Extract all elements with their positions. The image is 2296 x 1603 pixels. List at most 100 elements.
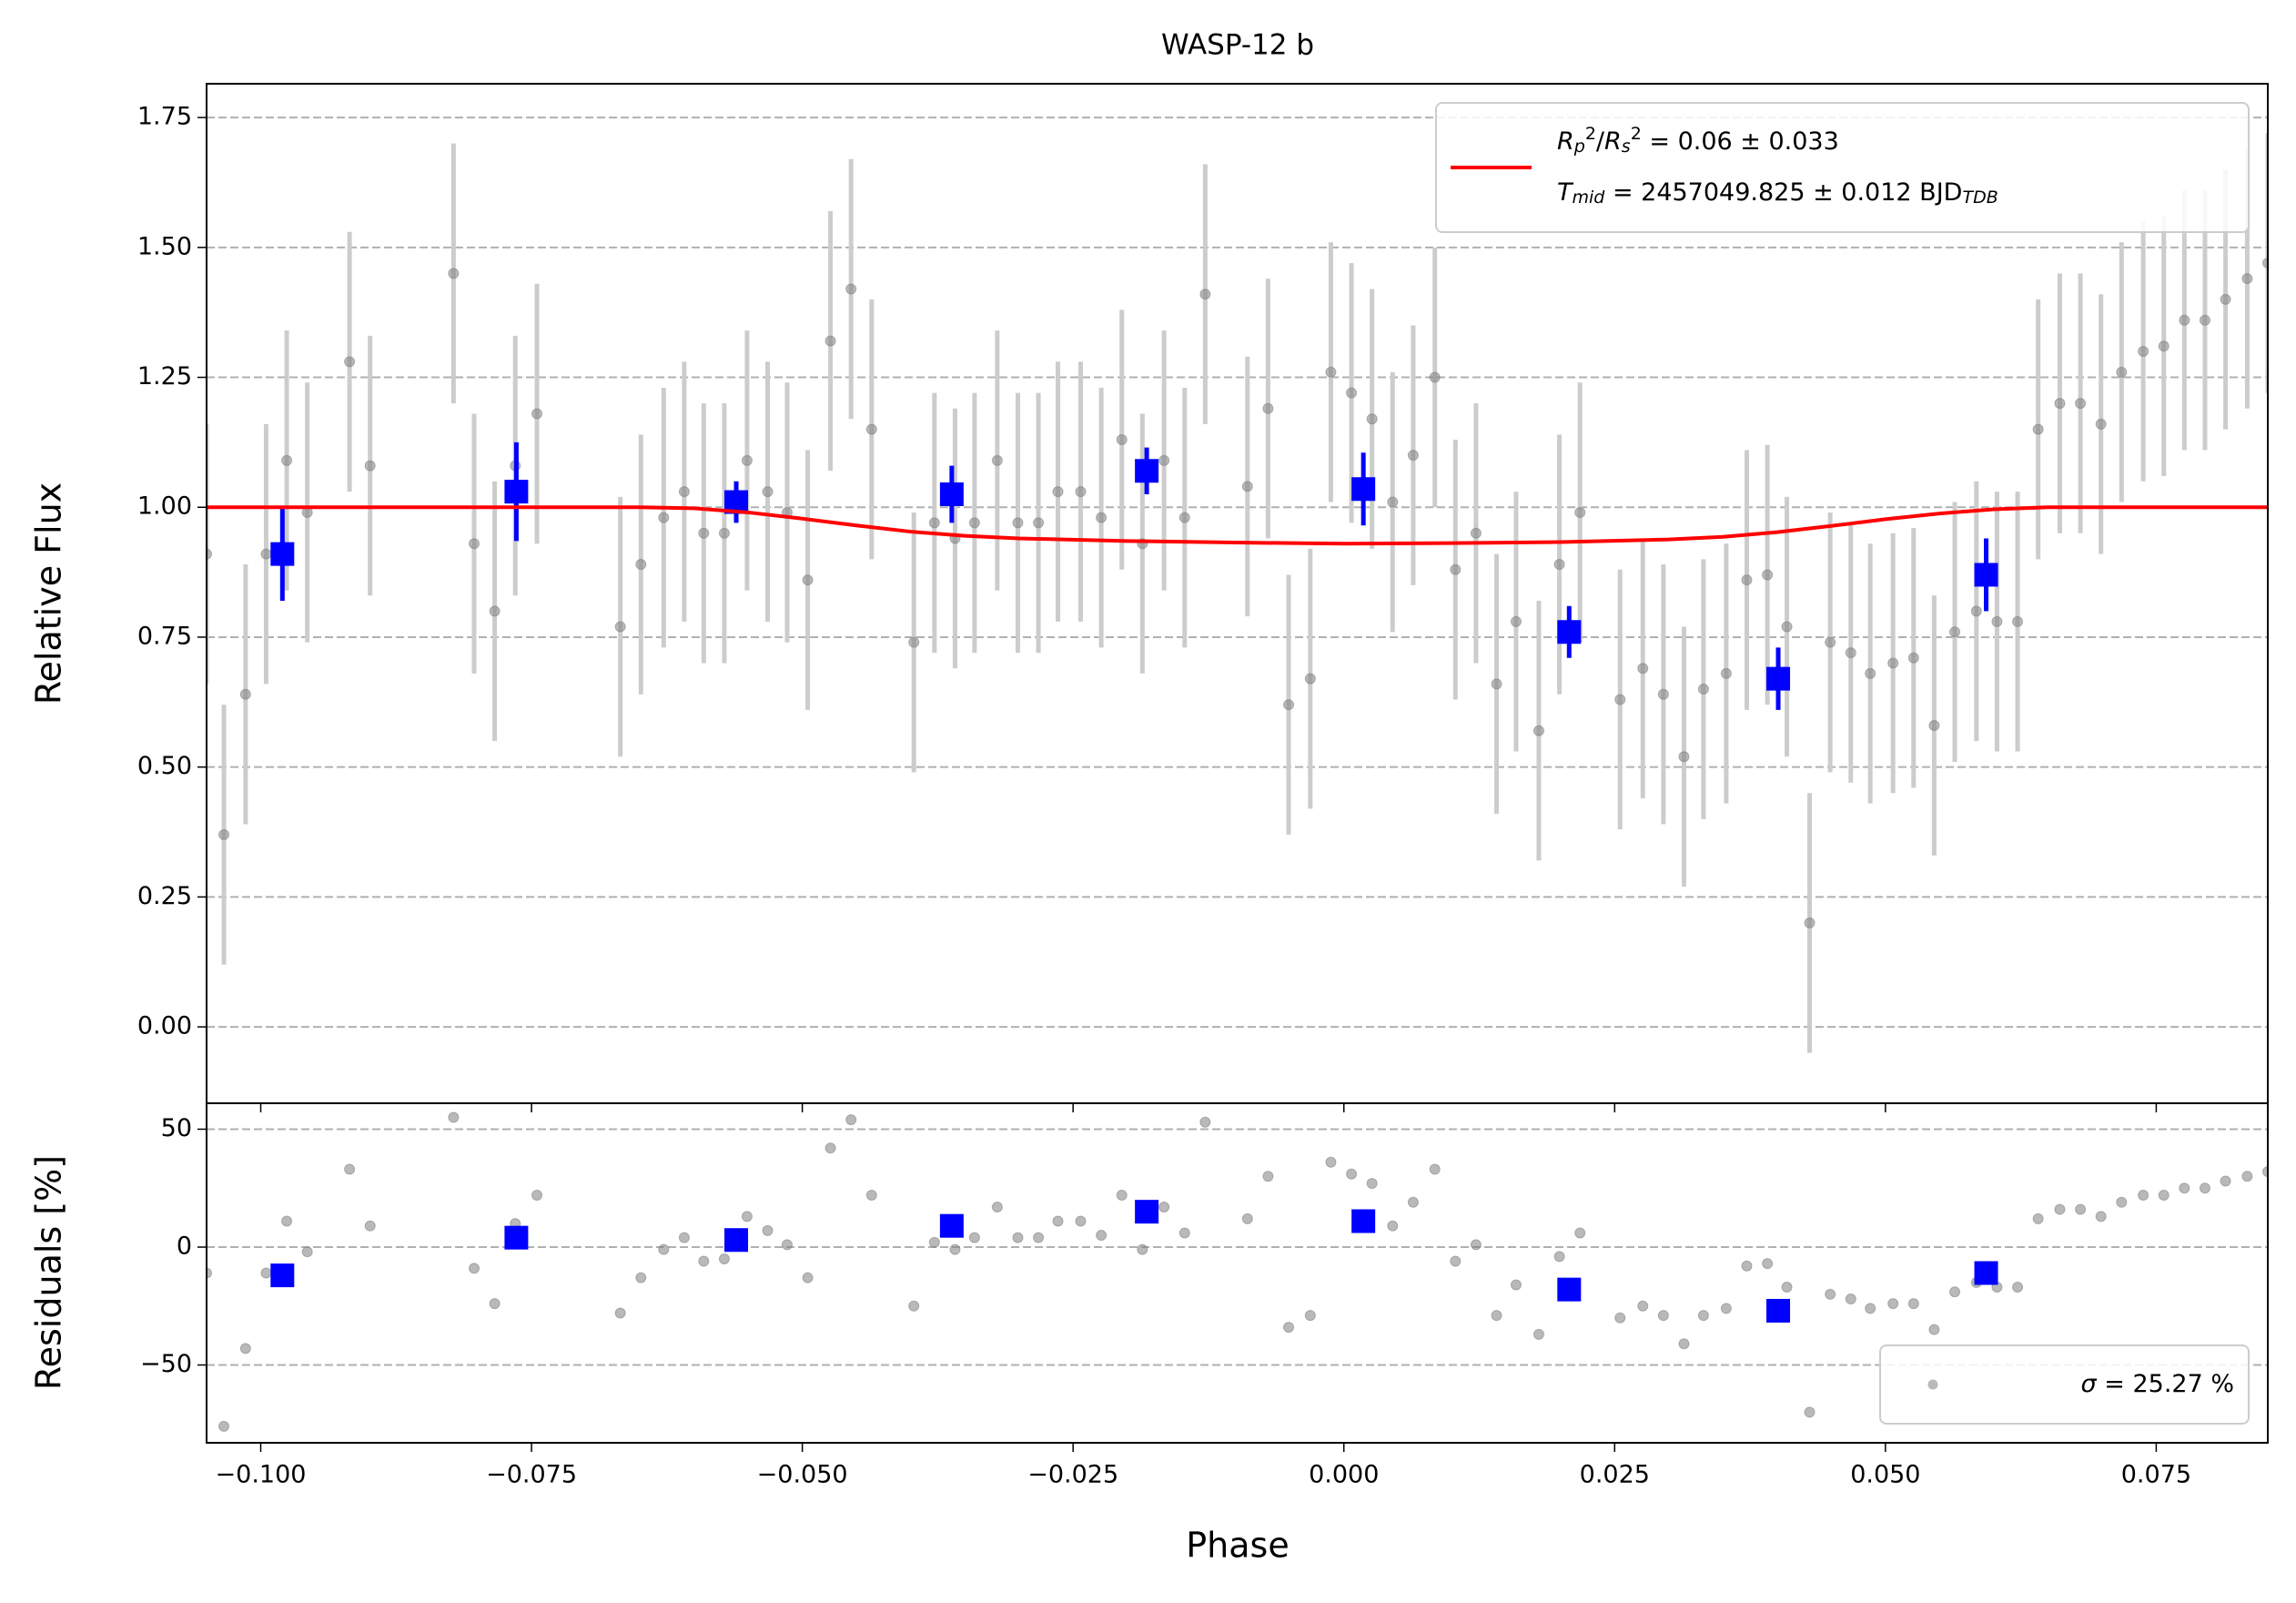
data-point [2262,1166,2268,1178]
data-point [1387,496,1399,508]
data-point [2075,398,2087,410]
data-point [239,688,251,700]
data-point [802,574,814,586]
data-point [908,1300,920,1312]
binned-point [1351,1209,1376,1233]
data-point [239,1343,251,1354]
legend-text: 2 [1631,124,1642,144]
x-tick-label: −0.100 [216,1461,307,1489]
x-tick-label: 0.050 [1850,1461,1920,1489]
binned-point [1557,620,1582,644]
data-point [1781,1282,1793,1294]
legend-text: σ [2081,1370,2098,1398]
legend-text: R [1604,127,1622,156]
y-tick-label: 1.25 [137,362,192,391]
data-point [1366,1178,1378,1190]
data-point [1470,1239,1482,1251]
data-point [2054,398,2066,410]
data-point [1012,517,1024,529]
data-point [1158,454,1170,466]
data-point [1012,1232,1024,1243]
data-point [1553,1251,1565,1263]
data-point [1241,481,1253,492]
data-point [1614,694,1626,705]
data-point [364,460,376,472]
y-tick-label: 50 [161,1114,192,1142]
data-point [2241,273,2253,285]
binned-point [1557,1277,1582,1302]
data-point [2179,1182,2190,1194]
data-point [1304,1310,1316,1322]
legend-box [1879,1344,2250,1425]
x-tick-label: 0.000 [1309,1461,1379,1489]
legend-label: σ = 25.27 % [2081,1370,2234,1398]
data-point [968,517,980,529]
data-point [1970,605,1982,617]
data-point [1532,1328,1544,1340]
axes-frame [206,1102,2269,1444]
y-tick-label: 0.25 [137,882,192,910]
x-axis-label: Phase [1186,1526,1289,1566]
data-point [1657,1310,1669,1322]
data-point [1510,615,1522,627]
data-point [1241,1212,1253,1224]
data-point [1346,387,1358,399]
data-point [1096,1230,1108,1242]
data-point [741,454,753,466]
data-point [1907,652,1919,664]
data-point [991,1201,1003,1212]
data-point [218,828,230,840]
data-point [344,356,356,368]
data-point [1614,1312,1626,1324]
data-point [2116,1196,2128,1208]
data-point [1741,1260,1753,1272]
legend-text: = 2457049.825 ± 0.012 BJD [1604,178,1962,207]
data-point [2138,1190,2149,1202]
data-point [281,1215,293,1227]
data-point [845,283,857,295]
legend-text: mid [1573,188,1606,208]
binned-point [270,542,295,566]
model-line [207,505,2268,546]
data-point [1637,663,1649,675]
data-point [741,1211,753,1223]
binned-point [1974,563,1998,587]
data-point [1720,667,1732,679]
data-point [928,517,940,529]
data-point [2262,257,2268,269]
binned-point [939,482,964,506]
data-point [1991,615,2003,627]
legend-label: Rp2/Rs2 = 0.06 ± 0.033 [1557,124,1839,157]
data-point [1804,1406,1816,1418]
data-point [1052,1215,1064,1227]
data-point [1429,1163,1441,1175]
data-point [2179,314,2190,326]
y-tick-label: 0.75 [137,622,192,650]
data-point [1491,1310,1502,1322]
data-point [1510,1279,1522,1291]
data-point [802,1272,814,1283]
data-point [1887,1298,1899,1310]
data-point [2220,1175,2231,1187]
data-point [718,1253,730,1264]
data-point [1470,527,1482,539]
data-point [260,548,272,560]
data-point [1429,371,1441,383]
data-point [489,1298,501,1310]
data-point [1346,1168,1358,1180]
binned-point [1766,1298,1791,1323]
data-point [468,1263,480,1274]
data-point [2032,423,2044,435]
data-point [678,486,690,498]
data-point [1116,434,1128,446]
plot-area [207,133,2268,1053]
legend-text: p [1573,137,1585,157]
data-point [1366,413,1378,425]
data-point [2241,1171,2253,1182]
data-point [865,1190,877,1202]
data-point [614,1307,626,1319]
x-tick-label: 0.025 [1580,1461,1650,1489]
legend-text: = 25.27 % [2097,1370,2234,1398]
data-point [1178,1227,1190,1239]
binned-point [939,1213,964,1238]
